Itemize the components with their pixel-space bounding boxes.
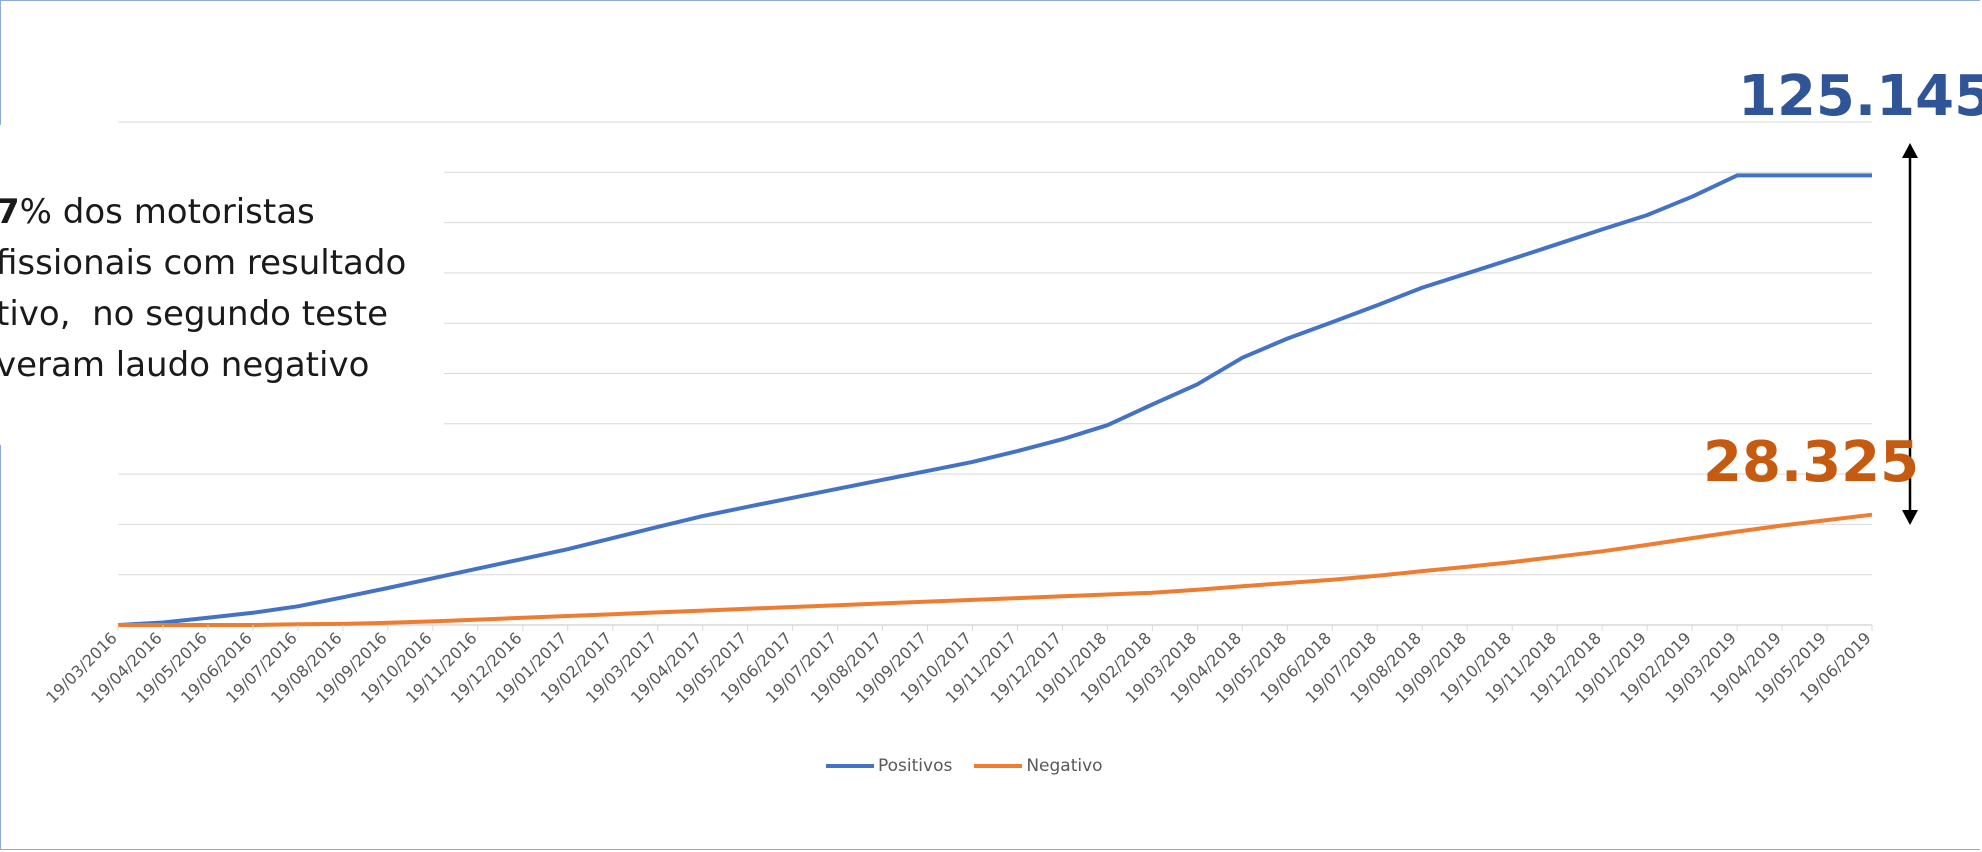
callout-text: 7% dos motoristas fissionais com resulta… [0, 187, 406, 391]
x-axis-tick-labels: 19/03/201619/04/201619/05/201619/06/2016… [42, 625, 1875, 707]
series-line-negativo [118, 512, 1873, 627]
series-lines [117, 173, 1873, 627]
positivos-final-value: 125.145 [1738, 64, 1982, 129]
difference-arrow-head-up [1902, 143, 1918, 158]
callout-percent: 7 [0, 192, 20, 232]
legend-label-negativo: Negativo [1026, 756, 1103, 776]
legend-item-negativo: Negativo [974, 756, 1103, 776]
callout-line-1: % dos motoristas [19, 192, 315, 232]
series-line-positivos [117, 173, 1872, 627]
legend-swatch-negativo [974, 764, 1023, 768]
callout-line-2: fissionais com resultado [0, 243, 407, 283]
callout-line-4: veram laudo negativo [0, 345, 370, 385]
difference-arrow [1902, 143, 1918, 525]
legend-swatch-positivos [826, 764, 874, 768]
legend-label-positivos: Positivos [878, 756, 953, 776]
difference-arrow-head-down [1902, 510, 1918, 525]
callout-box: 7% dos motoristas fissionais com resulta… [0, 125, 444, 445]
callout-line-3: tivo, no segundo teste [0, 294, 388, 334]
negativo-final-value: 28.325 [1703, 430, 1920, 495]
legend: Positivos Negativo [826, 756, 1125, 776]
legend-item-positivos: Positivos [826, 756, 952, 776]
